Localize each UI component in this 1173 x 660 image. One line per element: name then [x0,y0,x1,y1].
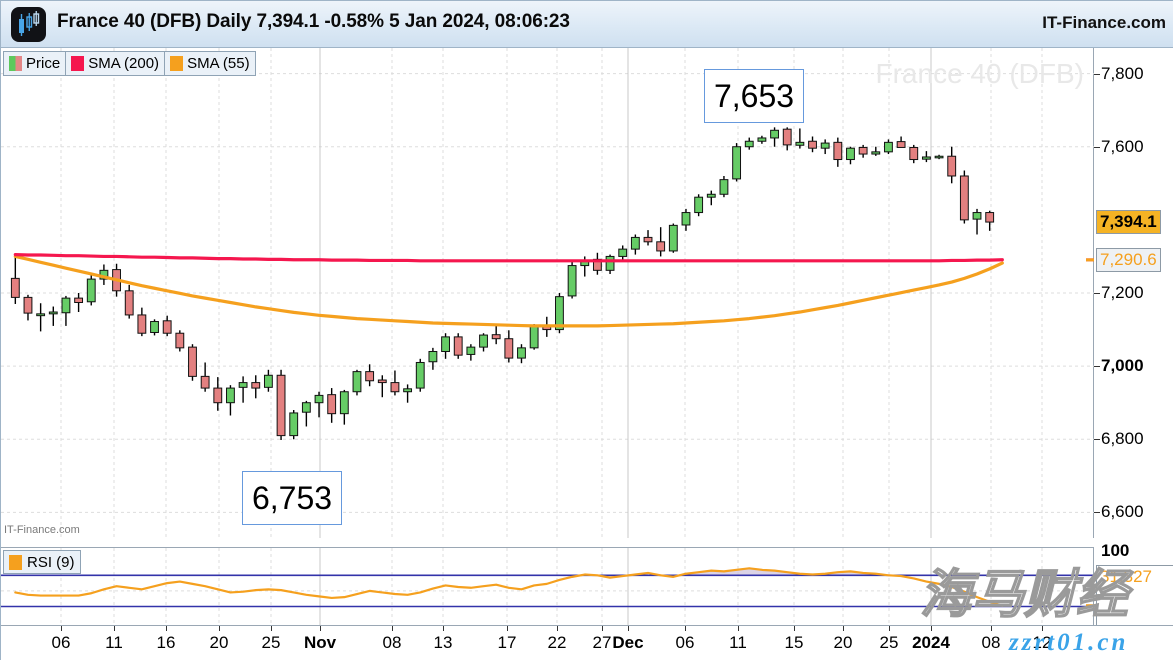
x-axis[interactable]: 06 11 16 20 25 Nov 08 13 17 22 27 Dec 06 11 15 20 25 2024… [1,625,1173,660]
x-tick-mark [392,626,393,631]
y-tick-7600: 7,600 [1101,136,1144,156]
x-tick-06: 06 [675,633,695,652]
y-tick-7000: 7,000 [1101,356,1144,376]
y-tick-7200: 7,200 [1101,283,1144,302]
x-tick-08: 08 [981,633,1001,652]
x-tick-11: 11 [729,633,747,652]
x-tick-mark [219,626,220,631]
panel-separator [1,538,1094,547]
x-tick-mark [738,626,739,631]
legend-label-price: Price [26,55,61,72]
x-tick-20: 20 [833,633,853,652]
price-chart-panel[interactable]: France 40 (DFB) IT-Finance.com Price SMA… [1,48,1094,538]
price-swatch-icon [9,56,22,71]
x-tick-mark [507,626,508,631]
price-legend: Price SMA (200) SMA (55) [3,51,256,76]
x-tick-mark [61,626,62,631]
x-tick-mark [1042,626,1043,631]
y-tick-mark [1094,366,1100,368]
x-tick-mark [794,626,795,631]
x-tick-mark [557,626,558,631]
x-tick-mark [166,626,167,631]
y-tick-mark [1094,439,1100,441]
rsi-chart-panel[interactable]: RSI (9) [1,547,1094,626]
x-tick-27: 27 [592,633,612,652]
x-tick-13: 13 [433,633,453,652]
high-callout: 7,653 [704,69,804,123]
legend-label-rsi: RSI (9) [27,553,75,571]
app-header: France 40 (DFB) Daily 7,394.1 -0.58% 5 J… [1,1,1173,48]
low-callout: 6,753 [242,471,342,525]
legend-item-sma200[interactable]: SMA (200) [66,52,166,75]
page-title: France 40 (DFB) Daily 7,394.1 -0.58% 5 J… [57,11,570,32]
legend-item-price[interactable]: Price [4,52,67,75]
x-tick-11: 11 [105,633,123,652]
x-tick-dec: Dec [612,633,644,652]
legend-item-sma55[interactable]: SMA (55) [165,52,255,75]
x-tick-mark [685,626,686,631]
y-tick-mark [1094,146,1100,148]
x-tick-20: 20 [209,633,229,652]
rsi-tick-100: 100 [1101,540,1130,560]
x-tick-15: 15 [784,633,804,652]
x-tick-06: 06 [51,633,71,652]
y-tick-6800: 6,800 [1101,429,1144,449]
price-marker-orange[interactable]: 7,290.6 [1096,247,1161,272]
legend-label-sma55: SMA (55) [187,55,250,72]
y-tick-mark [1094,512,1100,514]
sma55-swatch-icon [170,56,184,71]
y-tick-mark [1094,293,1100,294]
sma200-swatch-icon [71,56,85,71]
x-tick-mark [271,626,272,631]
x-tick-25: 25 [261,633,281,652]
x-tick-mark [843,626,844,631]
x-tick-mark [320,626,321,631]
rsi-canvas [1,548,1094,626]
x-tick-mark [602,626,603,631]
x-tick-mark [114,626,115,631]
price-canvas [1,48,1094,538]
x-tick-17: 17 [497,633,517,652]
price-marker-gold[interactable]: 7,394.1 [1096,210,1161,235]
rsi-swatch-icon [9,554,22,570]
x-tick-25: 25 [879,633,899,652]
y-axis[interactable]: 7,800 7,600 7,200 7,000 6,800 6,600 7,394.1 7,2… [1094,48,1173,644]
brand-label: IT-Finance.com [1042,13,1166,32]
x-tick-nov: Nov [303,633,337,652]
x-tick-16: 16 [156,633,176,652]
x-tick-mark [991,626,992,631]
x-tick-mark [931,626,932,631]
y-tick-6600: 6,600 [1101,502,1144,522]
legend-label-sma200: SMA (200) [88,55,160,72]
y-tick-mark [1094,73,1100,75]
x-tick-mark [443,626,444,631]
rsi-legend[interactable]: RSI (9) [3,550,81,574]
x-tick-22: 22 [547,633,567,652]
x-tick-2024: 2024 [912,633,950,652]
y-tick-7800: 7,800 [1101,63,1144,83]
x-tick-08: 08 [382,633,402,652]
x-tick-12: 12 [1032,633,1052,652]
candlestick-logo-icon [11,7,46,42]
x-tick-mark [889,626,890,631]
x-tick-mark [628,626,629,631]
